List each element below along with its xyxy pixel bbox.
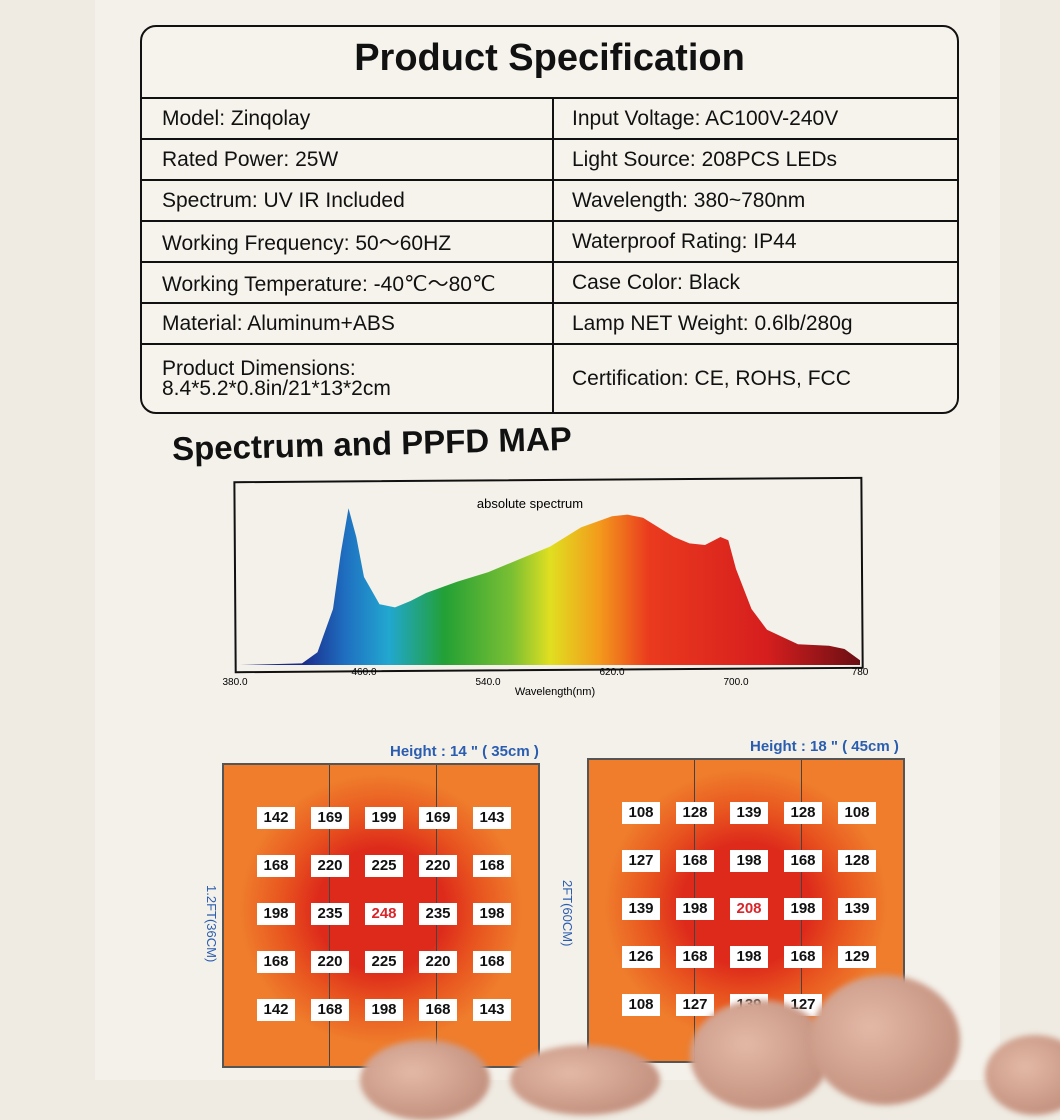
spec-cell: Certification: CE, ROHS, FCC bbox=[552, 345, 957, 412]
x-tick-label: 700.0 bbox=[723, 677, 748, 688]
ppfd-value: 139 bbox=[838, 898, 876, 920]
x-axis-label: Wavelength(nm) bbox=[515, 686, 595, 698]
spec-cell: Lamp NET Weight: 0.6lb/280g bbox=[552, 304, 957, 343]
ppfd-value: 198 bbox=[365, 999, 403, 1021]
ppfd-value: 220 bbox=[419, 855, 457, 877]
ppfd-value: 168 bbox=[311, 999, 349, 1021]
ppfd-value: 208 bbox=[730, 898, 768, 920]
spec-row: Working Temperature: -40℃～80℃ Case Color:… bbox=[142, 263, 957, 304]
chart-title: absolute spectrum bbox=[477, 496, 583, 511]
ppfd-value: 139 bbox=[622, 898, 660, 920]
heatmap-grid: 142 169 199 169 143 168 220 225 220 168 198 235 248 2… bbox=[222, 763, 540, 1068]
heatmap-title: Height : 18 " ( 45cm ) bbox=[750, 738, 899, 755]
ppfd-value: 168 bbox=[784, 850, 822, 872]
ppfd-value: 108 bbox=[622, 802, 660, 824]
spectrum-area bbox=[240, 508, 860, 665]
ppfd-value: 235 bbox=[311, 903, 349, 925]
x-tick-label: 620.0 bbox=[599, 667, 624, 678]
spec-cell: Light Source: 208PCS LEDs bbox=[552, 140, 957, 179]
spec-cell: Product Dimensions: 8.4*5.2*0.8in/21*13*… bbox=[162, 357, 391, 400]
ppfd-value: 128 bbox=[838, 850, 876, 872]
spec-row: Product Dimensions: 8.4*5.2*0.8in/21*13*… bbox=[142, 345, 957, 412]
finger bbox=[360, 1040, 490, 1120]
spec-cell: Input Voltage: AC100V-240V bbox=[552, 99, 957, 138]
ppfd-value: 129 bbox=[838, 946, 876, 968]
finger bbox=[510, 1045, 660, 1115]
finger bbox=[810, 975, 960, 1105]
spec-row: Model: Zinqolay Input Voltage: AC100V-240… bbox=[142, 99, 957, 140]
finger bbox=[690, 1000, 830, 1110]
ppfd-value: 225 bbox=[365, 855, 403, 877]
ppfd-value: 128 bbox=[784, 802, 822, 824]
spec-cell: Model: Zinqolay bbox=[162, 106, 311, 130]
ppfd-value: 126 bbox=[622, 946, 660, 968]
ppfd-value: 168 bbox=[257, 951, 295, 973]
heatmap-side-label: 1.2FT(36CM) bbox=[204, 885, 219, 963]
ppfd-value: 220 bbox=[311, 855, 349, 877]
spec-cell: Wavelength: 380~780nm bbox=[552, 181, 957, 220]
spec-cell: Material: Aluminum+ABS bbox=[162, 311, 395, 335]
x-tick-label: 780 bbox=[852, 667, 869, 678]
ppfd-value: 198 bbox=[730, 946, 768, 968]
ppfd-value: 225 bbox=[365, 951, 403, 973]
ppfd-value: 168 bbox=[676, 850, 714, 872]
ppfd-value: 198 bbox=[676, 898, 714, 920]
spec-row: Spectrum: UV IR Included Wavelength: 380~… bbox=[142, 181, 957, 222]
spec-row: Rated Power: 25W Light Source: 208PCS LED… bbox=[142, 140, 957, 181]
ppfd-value: 169 bbox=[419, 807, 457, 829]
ppfd-value: 168 bbox=[473, 951, 511, 973]
spec-cell: Working Temperature: -40℃～80℃ bbox=[162, 272, 496, 296]
ppfd-value: 108 bbox=[838, 802, 876, 824]
spec-cell: Waterproof Rating: IP44 bbox=[552, 222, 957, 261]
spec-row: Working Frequency: 50～60HZ Waterproof Rat… bbox=[142, 222, 957, 263]
ppfd-value: 127 bbox=[622, 850, 660, 872]
ppfd-value: 220 bbox=[419, 951, 457, 973]
spec-cell: Rated Power: 25W bbox=[162, 147, 339, 171]
ppfd-value: 168 bbox=[784, 946, 822, 968]
ppfd-value: 142 bbox=[257, 807, 295, 829]
ppfd-value: 168 bbox=[419, 999, 457, 1021]
ppfd-value: 128 bbox=[676, 802, 714, 824]
x-tick-label: 380.0 bbox=[222, 677, 247, 688]
ppfd-value: 248 bbox=[365, 903, 403, 925]
ppfd-value: 198 bbox=[784, 898, 822, 920]
spec-cell: Case Color: Black bbox=[552, 263, 957, 302]
ppfd-value: 198 bbox=[730, 850, 768, 872]
spec-title: Product Specification bbox=[142, 27, 957, 99]
spec-cell: Spectrum: UV IR Included bbox=[162, 188, 405, 212]
ppfd-value: 198 bbox=[473, 903, 511, 925]
heatmap-title: Height : 14 " ( 35cm ) bbox=[390, 743, 539, 760]
ppfd-value: 235 bbox=[419, 903, 457, 925]
ppfd-value: 127 bbox=[676, 994, 714, 1016]
ppfd-value: 168 bbox=[473, 855, 511, 877]
chart-frame bbox=[233, 476, 864, 674]
ppfd-value: 143 bbox=[473, 807, 511, 829]
heatmap-side-label: 2FT(60CM) bbox=[560, 880, 575, 947]
spectrum-chart: absolute spectrum 380.0 460.0 540.0 620.0 70… bbox=[222, 476, 869, 698]
ppfd-value: 168 bbox=[257, 855, 295, 877]
ppfd-value: 139 bbox=[730, 802, 768, 824]
ppfd-value: 169 bbox=[311, 807, 349, 829]
ppfd-map-14in: Height : 14 " ( 35cm ) 1.2FT(36CM) 142 169 1… bbox=[204, 735, 550, 1080]
spec-table: Product Specification Model: Zinqolay Inp… bbox=[140, 25, 959, 414]
spec-cell: Working Frequency: 50～60HZ bbox=[162, 231, 452, 255]
ppfd-value: 168 bbox=[676, 946, 714, 968]
x-tick-label: 460.0 bbox=[351, 667, 376, 678]
x-tick-label: 540.0 bbox=[475, 677, 500, 688]
ppfd-value: 142 bbox=[257, 999, 295, 1021]
ppfd-value: 108 bbox=[622, 994, 660, 1016]
ppfd-value: 198 bbox=[257, 903, 295, 925]
ppfd-value: 199 bbox=[365, 807, 403, 829]
spec-row: Material: Aluminum+ABS Lamp NET Weight: 0… bbox=[142, 304, 957, 345]
ppfd-value: 220 bbox=[311, 951, 349, 973]
ppfd-value: 143 bbox=[473, 999, 511, 1021]
